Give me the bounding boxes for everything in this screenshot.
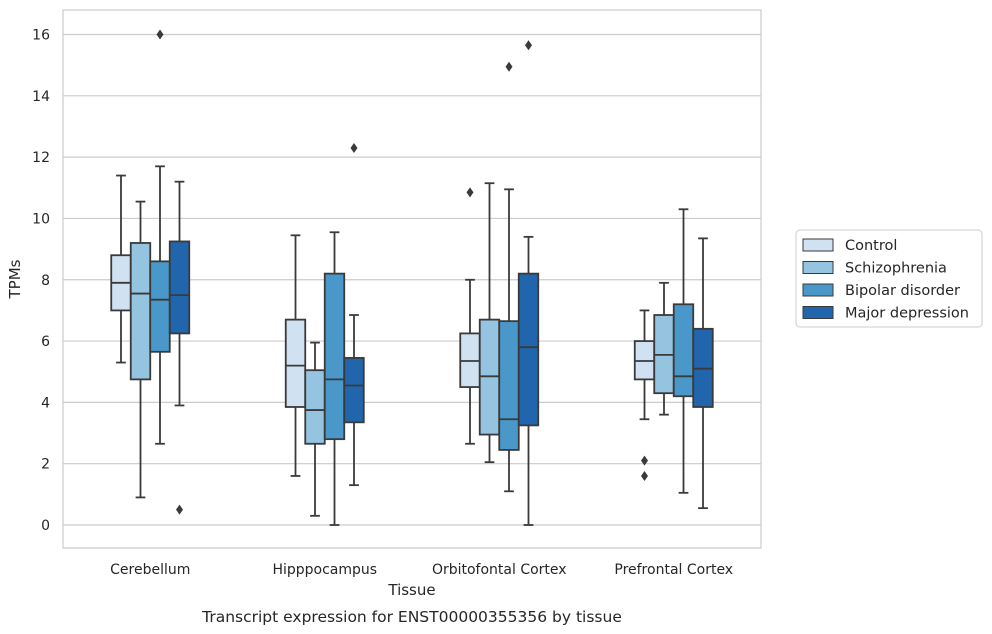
legend-frame <box>795 229 983 328</box>
box-iqr <box>129 242 152 381</box>
box-schizophrenia <box>653 281 675 416</box>
legend-swatch <box>802 261 834 274</box>
legend-swatch <box>802 306 834 319</box>
box-iqr <box>304 369 326 445</box>
box-iqr <box>149 260 171 353</box>
box-schizophrenia <box>304 341 326 517</box>
box-control <box>110 174 132 364</box>
box-control <box>459 187 481 445</box>
box-schizophrenia <box>129 200 152 499</box>
box-major-depression <box>168 180 191 515</box>
box-major-depression <box>517 40 540 526</box>
x-tick-label: Hipppocampus <box>272 562 377 578</box>
legend-entry-label: Schizophrenia <box>845 261 947 277</box>
box-iqr <box>168 240 191 335</box>
y-tick-label: 4 <box>41 395 50 411</box>
x-axis-label: Tissue <box>387 581 435 599</box>
box-iqr <box>517 272 540 427</box>
box-iqr <box>672 303 695 398</box>
y-tick-label: 8 <box>41 273 50 289</box>
x-tick-label: Orbitofontal Cortex <box>432 562 567 578</box>
plot-frame <box>62 9 762 549</box>
legend-swatch <box>802 238 834 252</box>
box-schizophrenia <box>478 182 501 464</box>
y-axis-label: TPMs <box>6 259 24 299</box>
outlier-point <box>641 470 648 481</box>
outlier-point <box>156 29 164 40</box>
legend-entry-label: Control <box>845 238 897 254</box>
y-tick-label: 0 <box>41 518 50 534</box>
box-major-depression <box>692 237 714 510</box>
box-iqr <box>343 357 365 424</box>
legend-entry-label: Bipolar disorder <box>845 283 960 299</box>
legend: Control Schizophrenia Bipolar disorder Majo… <box>795 229 983 328</box>
y-tick-label: 14 <box>32 89 50 105</box>
box-bipolar-disorder <box>149 29 171 445</box>
box-control <box>284 234 307 477</box>
outlier-point <box>505 61 513 72</box>
y-tick-label: 12 <box>32 150 50 166</box>
y-tick-label: 2 <box>41 457 50 473</box>
plot-area <box>110 29 714 526</box>
box-bipolar-disorder <box>498 61 520 493</box>
chart-caption: Transcript expression for ENST0000035535… <box>201 608 622 626</box>
box-control <box>633 309 656 481</box>
y-tick-label: 6 <box>41 334 50 350</box>
box-bipolar-disorder <box>672 208 695 494</box>
y-tick-label: 10 <box>32 211 50 227</box>
x-tick-label: Prefrontal Cortex <box>614 562 733 578</box>
outlier-point <box>350 142 358 153</box>
y-tick-label: 16 <box>32 28 50 44</box>
x-tick-label: Cerebellum <box>110 562 190 578</box>
legend-entry-label: Major depression <box>845 306 969 322</box>
legend-swatch <box>802 283 834 297</box>
box-iqr <box>498 320 520 451</box>
outlier-point <box>525 40 532 51</box>
y-axis-ticks: 0 2 4 6 8 10 12 14 16 <box>32 28 50 534</box>
box-bipolar-disorder <box>323 231 346 526</box>
outlier-point <box>176 504 183 515</box>
outlier-point <box>641 455 648 466</box>
box-iqr <box>323 272 346 441</box>
box-major-depression <box>343 142 365 487</box>
outlier-point <box>466 187 474 198</box>
box-iqr <box>284 318 307 408</box>
x-axis-ticks: Cerebellum Hipppocampus Orbitofontal Corte… <box>110 562 733 578</box>
